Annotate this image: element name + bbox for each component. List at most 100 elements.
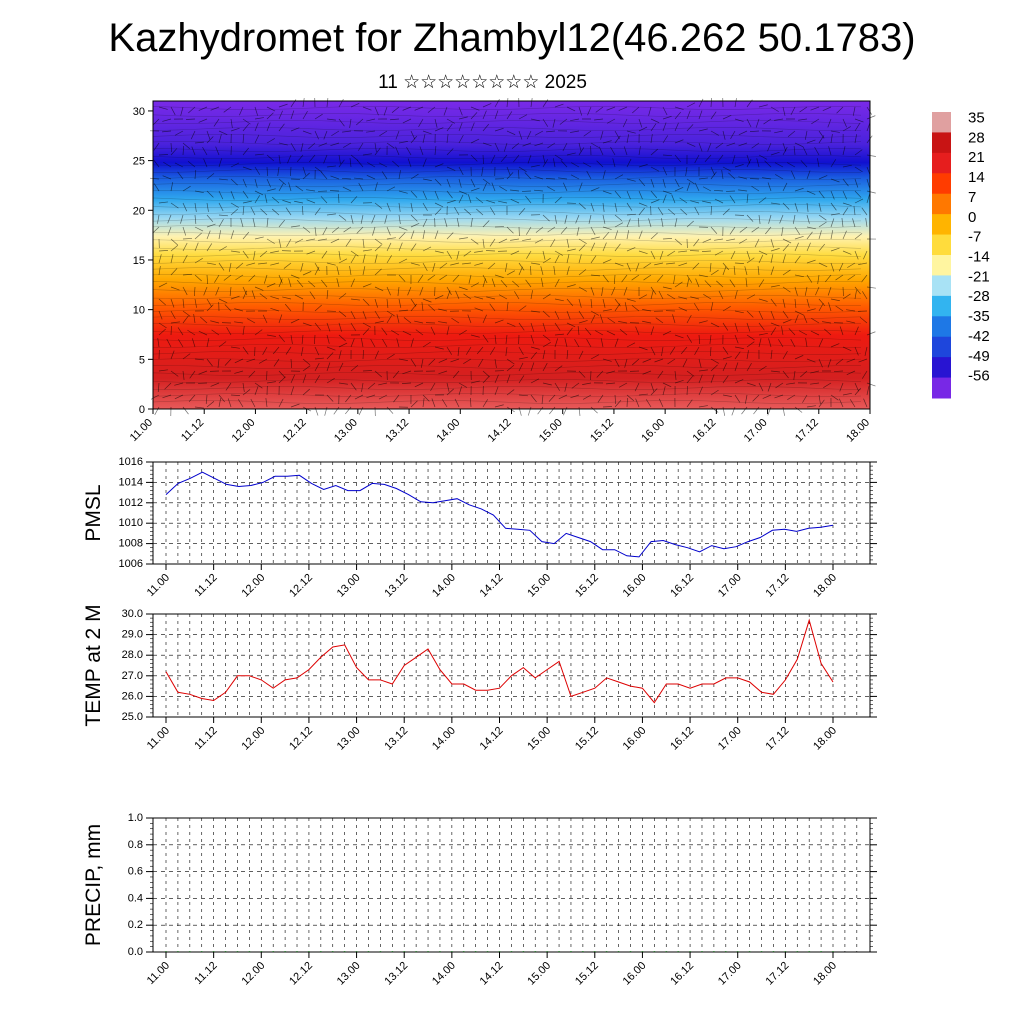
wind-barb [170, 321, 180, 324]
wind-barb [694, 154, 700, 164]
wind-barb [482, 154, 484, 165]
wind-barb [338, 382, 348, 385]
wind-barb [734, 394, 741, 403]
temperature-contour [152, 344, 862, 348]
wind-barb [362, 322, 372, 328]
wind-barb [506, 302, 509, 312]
wind-barb [374, 286, 384, 292]
x-tick-label: 18.00 [844, 417, 872, 445]
colorbar-label: -28 [968, 288, 990, 305]
wind-barb [597, 394, 604, 403]
temperature-contour [152, 232, 862, 236]
wind-barb [566, 284, 576, 288]
precip-bar [367, 951, 370, 952]
wind-barb [294, 294, 304, 300]
wind-barb [542, 382, 552, 386]
wind-barb [266, 370, 268, 381]
wind-barb [386, 142, 395, 149]
wind-barb [650, 250, 656, 260]
wind-barb [806, 308, 816, 312]
wind-barb [810, 370, 820, 374]
x-tick-label: 13.00 [335, 572, 363, 600]
temperature-contour [152, 113, 862, 117]
wind-barb [224, 358, 232, 366]
wind-barb [278, 370, 286, 378]
wind-barb [614, 394, 617, 405]
wind-barb [277, 166, 280, 176]
wind-barb [503, 142, 508, 152]
wind-barb [854, 149, 863, 156]
wind-barb [506, 111, 513, 120]
wind-barb [248, 370, 256, 378]
wind-barb [770, 106, 779, 112]
wind-barb [242, 382, 245, 392]
wind-barb [709, 334, 712, 344]
wind-barb [686, 370, 695, 377]
wind-barb [314, 322, 321, 331]
wind-barb [391, 330, 400, 336]
wind-barb [158, 266, 161, 276]
colorbar-swatch [932, 193, 951, 215]
wind-barb [482, 274, 488, 284]
temperature-contour [152, 330, 862, 334]
wind-barb [854, 166, 863, 173]
wind-barb [770, 151, 780, 156]
wind-barb [206, 190, 214, 198]
wind-barb [262, 314, 268, 324]
wind-barb [530, 262, 540, 265]
wind-barb [836, 106, 844, 114]
wind-barb [623, 146, 628, 156]
wind-barb [434, 346, 444, 350]
wind-barb [489, 238, 496, 247]
wind-barb [582, 162, 592, 168]
wind-barb [546, 130, 556, 133]
wind-barb [242, 178, 247, 188]
wind-barb [590, 187, 600, 192]
wind-barb [338, 159, 345, 168]
x-tick-label: 17.00 [716, 572, 744, 600]
precip-bar [260, 951, 263, 952]
wind-barb [546, 186, 556, 192]
precip-bar [700, 951, 703, 952]
wind-barb [157, 214, 160, 224]
wind-barb [288, 182, 292, 192]
y-tick-label: 27.0 [122, 670, 143, 682]
wind-barb [242, 290, 248, 300]
wind-barb [182, 406, 189, 415]
colorbar-label: -14 [968, 249, 990, 266]
x-tick-label: 14.00 [430, 960, 458, 988]
wind-barb [506, 226, 514, 234]
wind-barb [682, 358, 688, 368]
wind-barb [650, 148, 658, 156]
wind-barb [566, 298, 574, 307]
temperature-contour [152, 183, 862, 187]
wind-barb [849, 399, 856, 408]
wind-barb [734, 164, 744, 168]
wind-barb [287, 154, 292, 164]
wind-barb [414, 320, 424, 324]
wind-barb [214, 274, 220, 283]
wind-barb [770, 248, 780, 252]
colorbar-swatch [932, 173, 951, 195]
wind-barb [374, 320, 384, 324]
wind-barb [326, 290, 329, 300]
wind-barb [562, 142, 568, 152]
wind-barb [526, 130, 532, 140]
wind-barb [326, 165, 336, 168]
wind-barb [542, 250, 546, 260]
wind-barb [756, 158, 760, 168]
wind-barb [266, 188, 276, 192]
wind-barb [309, 291, 316, 300]
wind-barb [174, 162, 184, 168]
wind-barb [818, 394, 821, 404]
wind-barb [398, 214, 401, 224]
y-tick-label: 20 [133, 205, 145, 217]
wind-barb [570, 130, 580, 133]
wind-barb [566, 322, 576, 328]
precip-bar [403, 951, 406, 952]
wind-barb [458, 190, 468, 195]
wind-barb [618, 382, 628, 388]
wind-barb [381, 327, 388, 336]
wind-barb [194, 141, 204, 144]
wind-barb [854, 290, 857, 300]
